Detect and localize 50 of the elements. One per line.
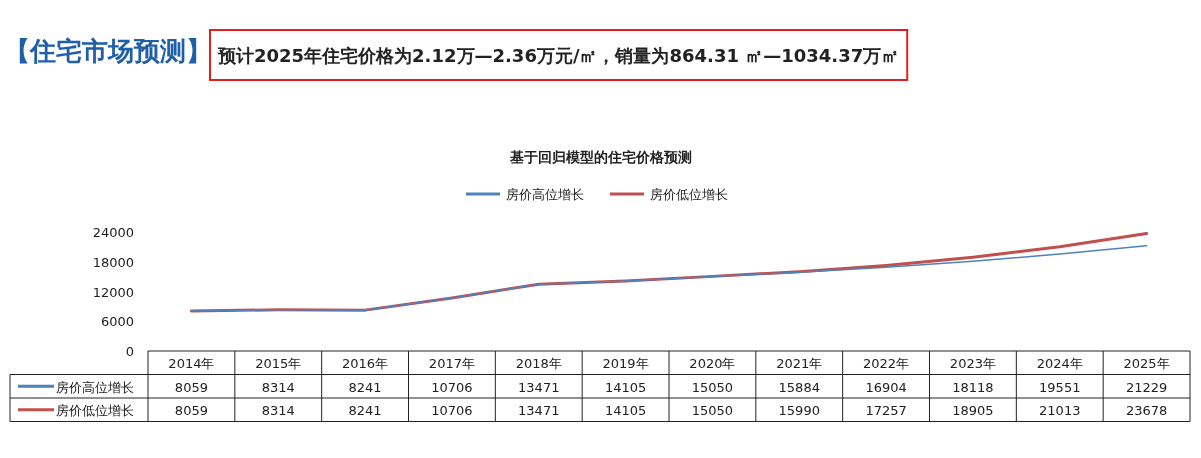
x-tick-label: 2023年 xyxy=(949,356,996,371)
data-label: 14105 xyxy=(604,379,647,395)
x-tick-label: 2024年 xyxy=(1036,356,1083,371)
data-label: 17257 xyxy=(865,403,907,418)
data-label: 15990 xyxy=(778,403,820,418)
data-label: 8059 xyxy=(174,403,208,418)
legend-label: 房价低位增长 xyxy=(650,187,728,202)
data-label: 8059 xyxy=(174,379,208,395)
data-label: 13471 xyxy=(518,403,560,418)
data-label: 14105 xyxy=(604,403,647,418)
y-tick-label: 6000 xyxy=(100,314,134,330)
title: 【住宅市场预测】 xyxy=(4,36,212,66)
y-tick-label: 12000 xyxy=(92,284,134,300)
x-tick-label: 2018年 xyxy=(515,356,562,371)
data-label: 18905 xyxy=(952,403,994,418)
x-tick-label: 2019年 xyxy=(602,356,649,371)
data-label: 8314 xyxy=(261,403,295,418)
data-label: 13471 xyxy=(518,379,560,395)
data-label: 15050 xyxy=(691,403,734,418)
y-tick-label: 18000 xyxy=(92,254,134,270)
y-tick-label: 24000 xyxy=(92,225,134,240)
x-tick-label: 2021年 xyxy=(776,356,823,371)
data-label: 21013 xyxy=(1039,403,1081,418)
x-tick-label: 2020年 xyxy=(689,356,736,371)
x-tick-label: 2022年 xyxy=(863,356,910,371)
x-tick-label: 2014年 xyxy=(168,356,215,371)
legend-item: 房价低位增长 xyxy=(610,187,728,202)
data-label: 8241 xyxy=(348,379,382,395)
subtitle: 预计2025年住宅价格为2.12万—2.36万元/㎡，销量为864.31 ㎡—1034.37万㎡ xyxy=(218,45,900,66)
x-tick-label: 2015年 xyxy=(255,356,302,371)
data-label: 23678 xyxy=(1125,403,1168,418)
data-label: 16904 xyxy=(865,379,907,395)
annotation: 基于回归模型的住宅价格预测 xyxy=(510,149,692,165)
x-tick-label: 2017年 xyxy=(428,356,475,371)
data-label: 8241 xyxy=(348,403,382,418)
x-tick-label: 2016年 xyxy=(342,356,389,371)
data-label: 18118 xyxy=(952,379,994,395)
data-label: 10706 xyxy=(431,379,473,395)
data-label: 15884 xyxy=(778,379,820,395)
data-label: 10706 xyxy=(431,403,473,418)
data-label: 19551 xyxy=(1039,379,1081,395)
y-tick-label: 0 xyxy=(125,344,134,359)
x-tick-label: 2025年 xyxy=(1123,356,1170,371)
legend-item: 房价高位增长 xyxy=(466,187,584,202)
data-label: 15050 xyxy=(691,379,734,395)
table-row-label: 房价低位增长 xyxy=(18,403,134,418)
data-label: 21229 xyxy=(1125,379,1168,395)
legend-label: 房价高位增长 xyxy=(506,187,584,202)
table-row-label: 房价高位增长 xyxy=(18,379,134,395)
data-label: 8314 xyxy=(261,379,295,395)
